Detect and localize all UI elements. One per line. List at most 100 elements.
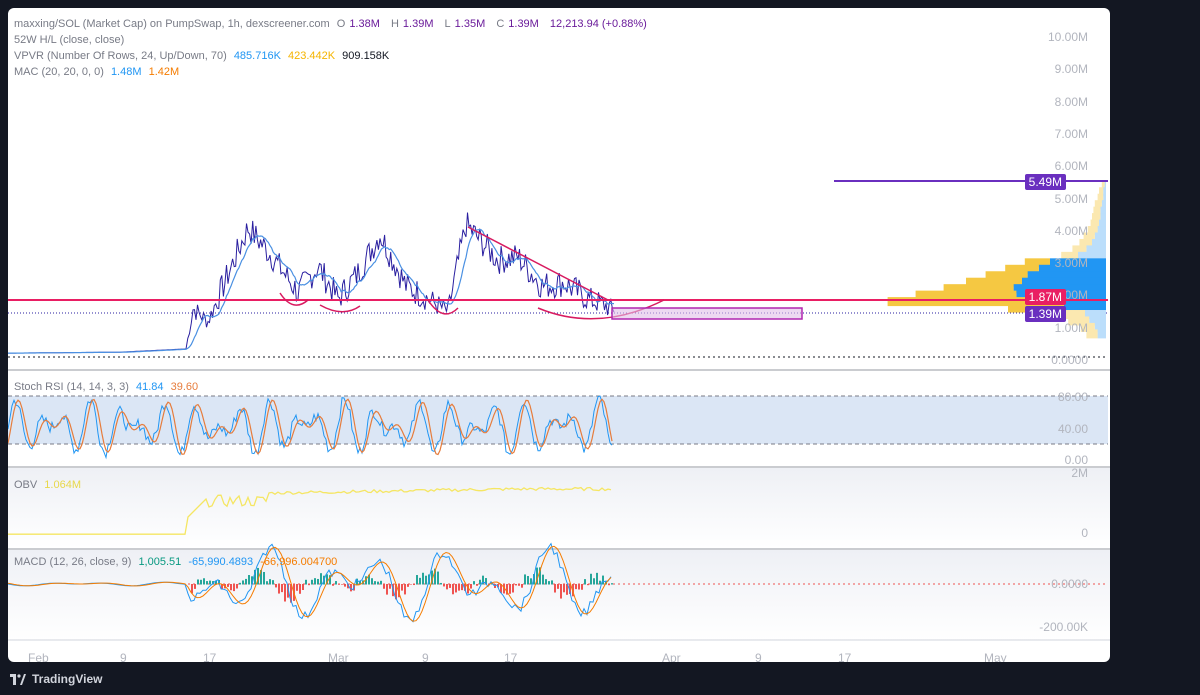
macd-histogram-bar bbox=[410, 584, 412, 585]
macd-histogram-bar bbox=[464, 584, 466, 591]
indicator-52w[interactable]: 52W H/L (close, close) bbox=[14, 34, 125, 46]
date-label: 9 bbox=[422, 651, 429, 662]
volume-profile-bar-up bbox=[1093, 206, 1101, 216]
volume-profile-bar-up bbox=[1087, 226, 1098, 236]
macd-histogram-bar bbox=[569, 584, 571, 594]
macd-histogram-bar bbox=[458, 584, 460, 591]
macd-histogram-bar bbox=[575, 584, 577, 590]
macd-histogram-bar bbox=[281, 584, 283, 593]
macd-histogram-bar bbox=[242, 580, 244, 585]
macd-legend[interactable]: MACD (12, 26, close, 9) 1,005.51 -65,990… bbox=[14, 556, 338, 568]
macd-series bbox=[8, 542, 613, 623]
macd-histogram-bar bbox=[434, 568, 436, 585]
macd-histogram-bar bbox=[290, 584, 292, 603]
macd-histogram-bar bbox=[548, 581, 550, 585]
macd-histogram-bar bbox=[536, 567, 538, 585]
date-label: May bbox=[984, 651, 1007, 662]
volume-profile-bar-up bbox=[1024, 258, 1050, 268]
macd-histogram-bar bbox=[314, 578, 316, 585]
macd-histogram-bar bbox=[395, 584, 397, 600]
macd-histogram-bar bbox=[599, 580, 601, 585]
volume-profile-bar-up bbox=[966, 277, 1022, 287]
macd-histogram-bar bbox=[554, 584, 556, 593]
price-axis-label: 5.00M bbox=[1054, 191, 1088, 206]
rounding-bottom-2 bbox=[319, 304, 361, 313]
macd-histogram-bar bbox=[269, 579, 271, 585]
main-legend: maxxing/SOL (Market Cap) on PumpSwap, 1h… bbox=[14, 18, 647, 30]
footer: TradingView bbox=[10, 672, 102, 686]
macd-histogram-bar bbox=[338, 584, 340, 585]
date-label: 9 bbox=[755, 651, 762, 662]
macd-histogram-bar bbox=[266, 581, 268, 585]
macd-histogram-bar bbox=[272, 580, 274, 585]
price-series bbox=[8, 212, 615, 354]
macd-histogram-bar bbox=[335, 581, 337, 585]
macd-histogram-bar bbox=[590, 573, 592, 585]
macd-histogram-bar bbox=[422, 572, 424, 585]
tradingview-logo-icon bbox=[10, 673, 26, 685]
indicator-mac[interactable]: MAC (20, 20, 0, 0) 1.48M 1.42M bbox=[14, 66, 180, 78]
macd-histogram-bar bbox=[596, 572, 598, 585]
macd-histogram-bar bbox=[563, 584, 565, 593]
stoch-d-line bbox=[8, 398, 613, 456]
symbol-title[interactable]: maxxing/SOL (Market Cap) on PumpSwap, 1h… bbox=[14, 18, 330, 30]
macd-pane-bg bbox=[8, 550, 1110, 640]
macd-histogram-bar bbox=[500, 584, 502, 593]
stoch-axis-label: 40.00 bbox=[1057, 422, 1088, 436]
macd-histogram-bar bbox=[449, 584, 451, 588]
macd-histogram-bar bbox=[389, 584, 391, 589]
macd-histogram-bar bbox=[206, 581, 208, 585]
obv-line bbox=[8, 486, 612, 535]
volume-profile-bar-up bbox=[943, 284, 1014, 294]
macd-histogram-bar bbox=[566, 584, 568, 595]
macd-histogram-bar bbox=[230, 584, 232, 591]
volume-profile-bar-down bbox=[1094, 232, 1106, 242]
macd-histogram-bar bbox=[284, 584, 286, 602]
macd-histogram-bar bbox=[305, 579, 307, 585]
macd-histogram-bar bbox=[494, 584, 496, 588]
volume-profile-bar-down bbox=[1100, 213, 1106, 223]
obv-pane-bg bbox=[8, 468, 1110, 548]
macd-histogram-bar bbox=[209, 580, 211, 585]
macd-histogram-bar bbox=[239, 582, 241, 585]
macd-histogram-bar bbox=[518, 584, 520, 586]
volume-profile-bar-down bbox=[1100, 206, 1106, 216]
macd-histogram-bar bbox=[476, 584, 478, 586]
volume-profile-bar-down bbox=[1064, 303, 1106, 313]
price-tag-resistance: 1.87M bbox=[1024, 289, 1066, 305]
obv-series bbox=[8, 486, 612, 535]
macd-histogram-bar bbox=[452, 584, 454, 595]
macd-histogram-bar bbox=[251, 576, 253, 585]
volume-profile-bar-down bbox=[1085, 310, 1106, 320]
price-axis-label: 4.00M bbox=[1054, 223, 1088, 238]
macd-histogram-bar bbox=[236, 584, 238, 589]
macd-histogram-bar bbox=[383, 584, 385, 589]
chart-canvas[interactable] bbox=[8, 8, 1110, 662]
macd-histogram-bar bbox=[221, 584, 223, 590]
macd-histogram-bar bbox=[413, 584, 415, 586]
price-tag-ath: 5.49M bbox=[1024, 174, 1066, 190]
obv-legend[interactable]: OBV 1.064M bbox=[14, 479, 81, 491]
price-tag-current: 1.39M bbox=[1024, 306, 1066, 322]
brand-name[interactable]: TradingView bbox=[32, 672, 103, 686]
macd-histogram-bar bbox=[461, 584, 463, 591]
macd-histogram-bar bbox=[200, 579, 202, 585]
macd-histogram-bar bbox=[332, 584, 334, 586]
volume-profile-bar-down bbox=[1099, 219, 1106, 229]
indicator-vpvr[interactable]: VPVR (Number Of Rows, 24, Up/Down, 70) 4… bbox=[14, 50, 390, 62]
macd-histogram-bar bbox=[497, 584, 499, 588]
macd-histogram-bar bbox=[482, 575, 484, 585]
macd-histogram-bar bbox=[317, 578, 319, 585]
macd-histogram-bar bbox=[551, 580, 553, 585]
volume-profile-bar-up bbox=[1101, 180, 1105, 190]
rounding-bottom-1 bbox=[279, 292, 309, 306]
volume-profile-bar-down bbox=[1027, 271, 1106, 281]
macd-histogram-bar bbox=[257, 567, 259, 585]
volume-profile-bar-down bbox=[1104, 180, 1106, 190]
volume-profile-bar-up bbox=[985, 271, 1028, 281]
macd-histogram-bar bbox=[380, 580, 382, 585]
macd-histogram-bar bbox=[326, 574, 328, 585]
macd-histogram-bar bbox=[416, 575, 418, 585]
stoch-legend[interactable]: Stoch RSI (14, 14, 3, 3) 41.84 39.60 bbox=[14, 381, 199, 393]
macd-histogram-bar bbox=[506, 584, 508, 595]
